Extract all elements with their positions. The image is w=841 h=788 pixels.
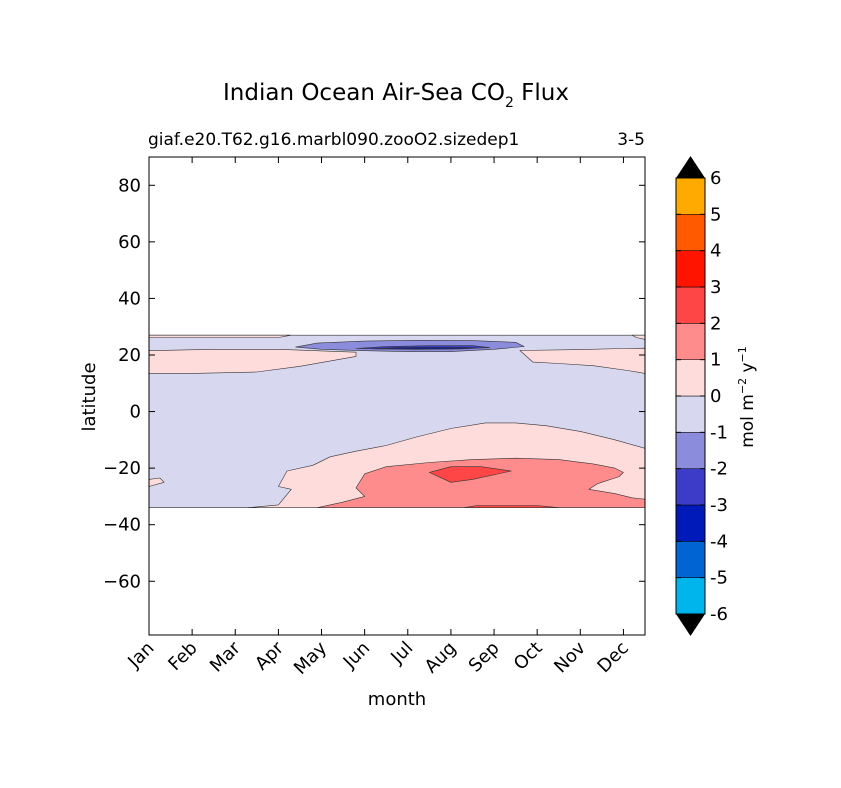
colorbar-tick-label-3: -3 bbox=[710, 495, 728, 516]
y-tick-label-2: 40 bbox=[118, 288, 141, 309]
colorbar-tick-label-4: -2 bbox=[710, 459, 728, 480]
y-axis: 80 60 40 20 0 −20 −40 −60 bbox=[103, 175, 645, 592]
y-tick-label-7: −60 bbox=[103, 571, 141, 592]
colorbar-bin-4 bbox=[675, 214, 706, 251]
colorbar-extend-max bbox=[676, 156, 705, 178]
colorbar-tick-label-12: 6 bbox=[710, 168, 721, 189]
colorbar-tick-label-8: 2 bbox=[710, 313, 721, 334]
chart-title: Indian Ocean Air-Sea CO2 Flux bbox=[223, 80, 569, 111]
colorbar-bin--5 bbox=[675, 541, 706, 578]
colorbar-label: mol m−2 y−1 bbox=[736, 346, 758, 448]
contour-region-9 bbox=[463, 505, 560, 509]
x-tick-label-mar: Mar bbox=[206, 637, 245, 676]
x-tick-label-sep: Sep bbox=[465, 638, 504, 677]
y-tick-label-4: 0 bbox=[130, 402, 141, 423]
y-tick-label-5: −20 bbox=[103, 458, 141, 479]
contour-region-12 bbox=[372, 347, 478, 350]
colorbar-bin--1 bbox=[675, 395, 706, 433]
colorbar-bin-3 bbox=[675, 250, 706, 288]
colorbar-tick-label-11: 5 bbox=[710, 204, 721, 225]
period-label: 3-5 bbox=[617, 130, 645, 150]
plot-area: Jan Feb Mar Apr May Jun Jul Aug Sep Oct Nov Dec 80 6… bbox=[103, 156, 646, 679]
colorbar-tick-label-1: -5 bbox=[710, 568, 728, 589]
contour-region-3 bbox=[148, 348, 357, 374]
contour-region-1 bbox=[148, 334, 292, 338]
contour-region-8 bbox=[428, 466, 512, 483]
colorbar-tick-label-2: -4 bbox=[710, 531, 728, 552]
colorbar-bin-2 bbox=[675, 286, 706, 324]
colorbar-bin--6 bbox=[675, 577, 706, 615]
colorbar-bin-0 bbox=[675, 359, 706, 397]
colorbar-tick-label-10: 4 bbox=[710, 241, 721, 262]
x-tick-label-apr: Apr bbox=[251, 637, 288, 674]
colorbar-tick-label-5: -1 bbox=[710, 422, 728, 443]
plot-frame bbox=[148, 156, 646, 636]
x-tick-label-oct: Oct bbox=[510, 638, 547, 675]
colorbar-bin-1 bbox=[675, 323, 706, 360]
y-tick-label-3: 20 bbox=[118, 345, 141, 366]
contour-region-7 bbox=[316, 457, 646, 509]
x-tick-label-may: May bbox=[290, 637, 331, 678]
case-label: giaf.e20.T62.g16.marbl090.zooO2.sizedep1 bbox=[148, 130, 519, 150]
y-axis-label: latitude bbox=[79, 362, 100, 431]
x-tick-label-jan: Jan bbox=[123, 638, 158, 673]
y-tick-label-1: 60 bbox=[118, 232, 141, 253]
x-tick-label-nov: Nov bbox=[550, 637, 590, 677]
colorbar-tick-label-7: 1 bbox=[710, 350, 721, 371]
colorbar-bin--3 bbox=[675, 468, 706, 506]
colorbar-tick-label-6: 0 bbox=[710, 386, 721, 407]
x-tick-label-jun: Jun bbox=[339, 638, 374, 673]
colorbar-bin-5 bbox=[675, 177, 706, 215]
x-tick-label-jul: Jul bbox=[386, 638, 417, 669]
x-tick-label-feb: Feb bbox=[164, 638, 201, 675]
y-tick-label-6: −40 bbox=[103, 515, 141, 536]
x-tick-label-aug: Aug bbox=[421, 638, 461, 678]
colorbar-bin--2 bbox=[675, 432, 706, 469]
y-tick-label-0: 80 bbox=[118, 175, 141, 196]
colorbar: -6 -5 -4 -3 -2 -1 0 1 2 3 4 5 6 bbox=[675, 156, 728, 636]
x-tick-label-dec: Dec bbox=[593, 638, 632, 677]
contour-region-4 bbox=[519, 347, 646, 374]
colorbar-tick-label-0: -6 bbox=[710, 604, 728, 625]
colorbar-extend-min bbox=[676, 614, 705, 636]
colorbar-bin--4 bbox=[675, 504, 706, 542]
x-axis-label: month bbox=[368, 689, 426, 710]
contour-regions bbox=[148, 334, 646, 509]
colorbar-tick-label-9: 3 bbox=[710, 277, 721, 298]
